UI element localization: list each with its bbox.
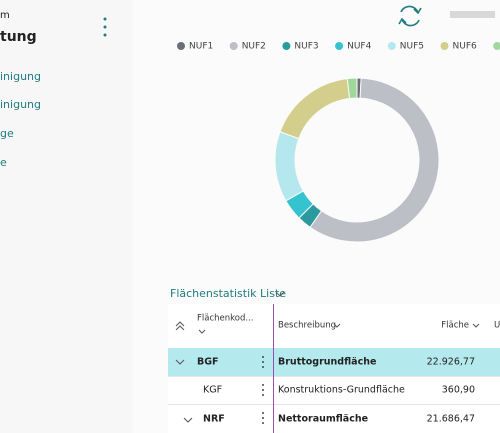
cell: BGF: [197, 357, 219, 368]
pie-slice: [346, 77, 358, 99]
legend-marker: [493, 42, 500, 50]
sidebar-bg: [0, 0, 133, 433]
legend-marker: [177, 42, 185, 50]
chart: NUF1 NUF2 NUF3 NUF4 NUF5 NUF6: [177, 42, 500, 243]
legend-marker: [335, 42, 344, 50]
row-menu[interactable]: [262, 356, 264, 368]
refresh-button[interactable]: [398, 5, 422, 27]
legend-label: NUF6: [453, 42, 477, 52]
column-header[interactable]: Flächenkod...: [197, 314, 253, 324]
legend-label: NUF5: [400, 42, 424, 52]
sidebar-title: tung: [0, 29, 37, 45]
chevron: [333, 323, 341, 328]
cell: NRF: [203, 414, 225, 425]
expand-row[interactable]: [183, 417, 193, 423]
cell: 360,90: [442, 385, 475, 396]
column-header[interactable]: Fläche: [441, 321, 469, 331]
cell: Nettoraumfläche: [278, 414, 368, 425]
row-menu[interactable]: [262, 384, 264, 396]
nav-item[interactable]: ge: [0, 127, 14, 140]
more-button[interactable]: [103, 17, 107, 37]
cell: KGF: [203, 385, 222, 396]
row-menu[interactable]: [262, 412, 264, 424]
sidebar-title-top: m: [0, 10, 10, 21]
legend-label: NUF4: [347, 42, 371, 52]
legend-marker: [387, 42, 396, 50]
cell: Konstruktions-Grundfläche: [278, 385, 405, 396]
chevron: [275, 291, 285, 297]
chevron: [472, 323, 480, 328]
legend-label: NUF3: [294, 42, 318, 52]
legend-label: NUF2: [242, 42, 266, 52]
cell: Bruttogrundfläche: [278, 357, 376, 368]
collapse-all: [175, 325, 185, 331]
legend-label: NUF1: [189, 42, 213, 52]
legend-marker: [282, 42, 291, 50]
nav-item[interactable]: inigung: [0, 98, 41, 111]
nav-item[interactable]: inigung: [0, 70, 41, 83]
legend-marker: [440, 42, 449, 50]
expand-row[interactable]: [175, 359, 185, 365]
blurred-text: [450, 11, 495, 18]
cell: 21.686,47: [427, 414, 475, 425]
chevron: [198, 329, 206, 334]
selected-row[interactable]: [168, 348, 500, 376]
cell: 22.926,77: [427, 357, 475, 368]
column-header[interactable]: Beschreibung: [278, 321, 336, 331]
table-title[interactable]: Flächenstatistik Liste: [170, 287, 286, 300]
nav-item[interactable]: e: [0, 156, 7, 169]
pie-slice: [309, 77, 440, 243]
legend-marker: [229, 42, 238, 50]
column-header[interactable]: U: [494, 321, 500, 331]
collapse-all[interactable]: [175, 321, 185, 327]
